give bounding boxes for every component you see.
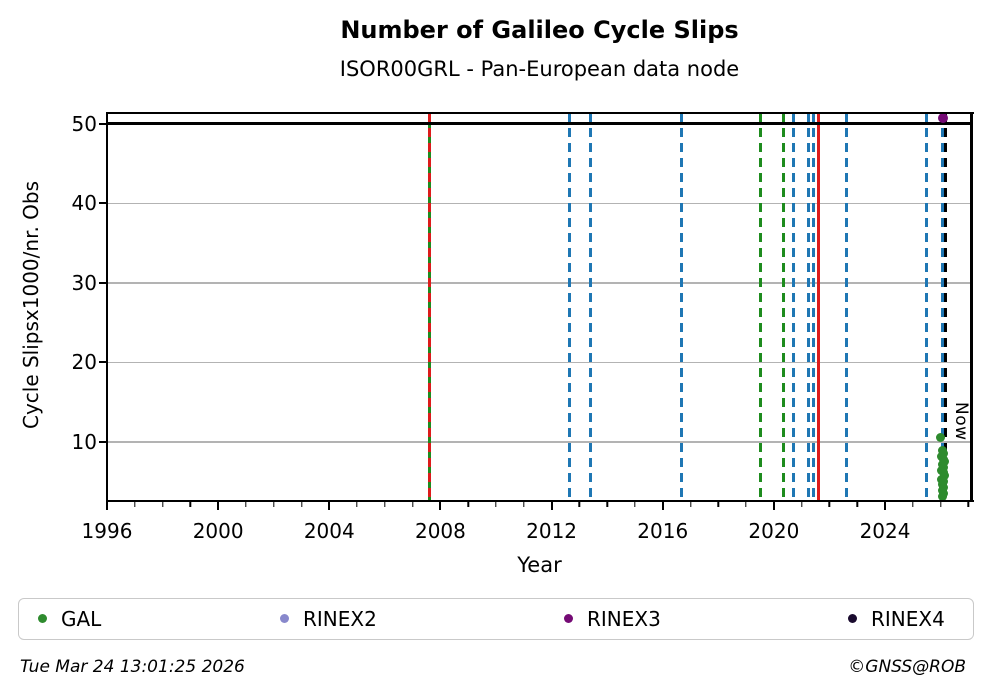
x-major-tick — [884, 502, 887, 510]
gal-point — [938, 492, 948, 501]
y-tick-label: 10 — [71, 429, 97, 454]
x-minor-tick — [689, 502, 692, 507]
event-line — [588, 113, 592, 501]
event-line — [925, 113, 929, 501]
gridline — [107, 202, 972, 205]
y-major-tick — [99, 122, 107, 125]
y-major-tick — [99, 440, 107, 443]
x-major-tick — [550, 502, 553, 510]
x-minor-tick — [495, 502, 497, 507]
x-tick-label: 2016 — [637, 519, 689, 543]
legend-item: RINEX2 — [280, 599, 377, 638]
x-minor-tick — [634, 502, 636, 507]
bottom-spine — [106, 499, 974, 502]
x-minor-tick — [411, 502, 414, 507]
event-line — [427, 113, 431, 501]
x-tick-label: 2000 — [192, 519, 244, 543]
rinex3-legend-dot — [564, 614, 573, 623]
rinex2-legend-dot — [280, 614, 289, 623]
x-minor-tick — [273, 502, 275, 507]
x-minor-tick — [189, 502, 192, 507]
legend-label: GAL — [61, 606, 102, 631]
x-major-tick — [328, 502, 331, 510]
x-tick-label: 2004 — [303, 519, 355, 543]
y-axis-label: Cycle Slipsx1000/nr. Obs — [19, 180, 43, 430]
y-major-tick — [99, 361, 107, 364]
gal-point — [936, 433, 946, 443]
legend-label: RINEX3 — [587, 606, 661, 631]
event-line — [941, 113, 945, 501]
x-minor-tick — [134, 502, 136, 507]
x-axis-label: Year — [517, 553, 562, 577]
top-spine — [106, 111, 974, 114]
rinex3-point — [937, 113, 948, 123]
legend-item: RINEX4 — [848, 599, 945, 638]
gridline — [107, 282, 972, 284]
x-minor-tick — [717, 502, 719, 507]
y-major-tick — [99, 281, 107, 284]
event-line — [679, 113, 683, 501]
x-minor-tick — [300, 502, 303, 507]
x-tick-label: 2012 — [526, 519, 578, 543]
event-line — [806, 113, 810, 501]
now-line — [944, 113, 948, 501]
copyright: ©GNSS@ROB — [848, 657, 966, 677]
x-tick-label: 2008 — [414, 519, 466, 543]
x-minor-tick — [467, 502, 469, 507]
event-line — [811, 113, 815, 501]
left-spine — [105, 112, 108, 502]
plot-area — [107, 113, 972, 501]
x-major-tick — [661, 502, 664, 510]
gridline — [107, 441, 972, 443]
chart-subtitle: ISOR00GRL - Pan-European data node — [339, 57, 740, 81]
x-major-tick — [439, 502, 442, 510]
x-minor-tick — [578, 502, 581, 507]
x-minor-tick — [912, 502, 914, 507]
x-minor-tick — [967, 502, 970, 507]
x-major-tick — [106, 502, 108, 510]
rinex4-legend-dot — [848, 614, 857, 623]
x-minor-tick — [384, 502, 386, 507]
event-line — [759, 113, 763, 501]
gal-legend-dot — [38, 614, 47, 623]
x-minor-tick — [161, 502, 164, 507]
x-minor-tick — [800, 502, 803, 507]
x-minor-tick — [939, 502, 942, 507]
x-tick-label: 2020 — [748, 519, 800, 543]
x-minor-tick — [828, 502, 831, 507]
legend: GAL RINEX2 RINEX3 RINEX4 — [18, 598, 974, 640]
gridline — [107, 361, 972, 364]
now-label: Now — [951, 402, 971, 441]
x-minor-tick — [856, 502, 858, 507]
x-minor-tick — [523, 502, 525, 507]
event-line — [816, 113, 820, 501]
x-tick-label: 2024 — [859, 519, 911, 543]
y-tick-label: 50 — [71, 111, 97, 136]
y-tick-label: 40 — [71, 191, 97, 216]
x-major-tick — [772, 502, 775, 510]
legend-label: RINEX4 — [871, 606, 945, 631]
x-minor-tick — [745, 502, 747, 507]
event-line — [791, 113, 795, 501]
x-minor-tick — [606, 502, 608, 507]
event-line — [567, 113, 571, 501]
x-minor-tick — [245, 502, 247, 507]
x-tick-label: 1996 — [81, 519, 133, 543]
timestamp: Tue Mar 24 13:01:25 2026 — [20, 657, 245, 677]
hline-50 — [107, 122, 972, 126]
chart-title: Number of Galileo Cycle Slips — [340, 16, 739, 44]
right-spine — [970, 112, 973, 502]
legend-label: RINEX2 — [303, 606, 377, 631]
legend-item: GAL — [38, 599, 101, 638]
y-major-tick — [99, 202, 107, 205]
y-tick-label: 30 — [71, 270, 97, 295]
x-minor-tick — [356, 502, 358, 507]
x-major-tick — [217, 502, 220, 510]
legend-item: RINEX3 — [564, 599, 661, 638]
event-line — [781, 113, 785, 501]
event-line — [845, 113, 849, 501]
y-tick-label: 20 — [71, 350, 97, 375]
